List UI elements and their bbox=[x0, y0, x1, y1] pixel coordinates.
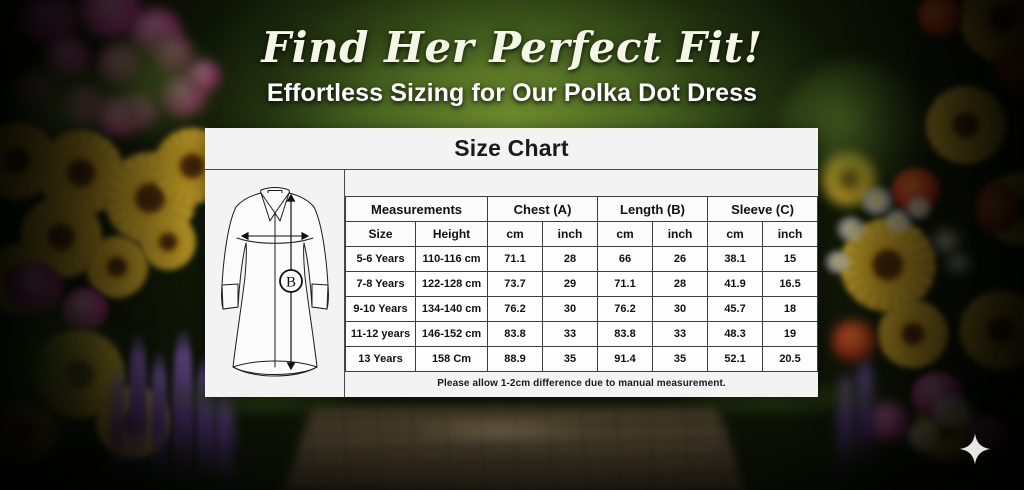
cell-chest-cm: 88.9 bbox=[487, 346, 544, 372]
cell-size: 5-6 Years bbox=[345, 246, 416, 272]
sub-header-chest-in: inch bbox=[542, 221, 599, 247]
length-marker-circle bbox=[278, 269, 303, 293]
table-row: 9-10 Years 134-140 cm 76.2 30 76.2 30 45… bbox=[345, 296, 819, 322]
sub-header-length-in: inch bbox=[652, 221, 709, 247]
cell-length-cm: 91.4 bbox=[597, 346, 654, 372]
group-header-chest: Chest (A) bbox=[487, 196, 599, 222]
cell-length-in: 30 bbox=[652, 296, 709, 322]
sub-header-length-cm: cm bbox=[597, 221, 654, 247]
table-sub-header-row: Size Height cm inch cm inch cm inch bbox=[345, 221, 819, 247]
table-row: 11-12 years 146-152 cm 83.8 33 83.8 33 4… bbox=[345, 321, 819, 347]
cell-size: 13 Years bbox=[345, 346, 416, 372]
cell-chest-cm: 71.1 bbox=[487, 246, 544, 272]
cell-height: 134-140 cm bbox=[414, 296, 489, 322]
sub-header-size: Size bbox=[345, 221, 416, 247]
measurement-disclaimer: Please allow 1-2cm difference due to man… bbox=[437, 378, 726, 389]
table-row: 7-8 Years 122-128 cm 73.7 29 71.1 28 41.… bbox=[345, 271, 819, 297]
cell-chest-in: 28 bbox=[542, 246, 599, 272]
group-header-measurements: Measurements bbox=[344, 196, 489, 222]
cell-chest-cm: 83.8 bbox=[487, 321, 544, 347]
cell-sleeve-cm: 48.3 bbox=[707, 321, 764, 347]
cell-sleeve-in: 19 bbox=[762, 321, 819, 347]
panel-title: Size Chart bbox=[205, 128, 818, 170]
headline-script-line: Find Her Perfect Fit! bbox=[261, 23, 763, 72]
sub-header-height: Height bbox=[414, 221, 489, 247]
cell-chest-in: 30 bbox=[542, 296, 599, 322]
size-table-area: Measurements Chest (A) Length (B) Sleeve… bbox=[344, 170, 819, 397]
cell-size: 7-8 Years bbox=[345, 271, 416, 297]
headline-subtitle: Effortless Sizing for Our Polka Dot Dres… bbox=[266, 79, 758, 107]
sub-header-sleeve-cm: cm bbox=[707, 221, 764, 247]
cell-height: 122-128 cm bbox=[414, 271, 489, 297]
cell-sleeve-in: 15 bbox=[762, 246, 819, 272]
cell-sleeve-cm: 38.1 bbox=[707, 246, 764, 272]
cell-chest-in: 35 bbox=[542, 346, 599, 372]
cell-sleeve-cm: 41.9 bbox=[707, 271, 764, 297]
cell-length-cm: 76.2 bbox=[597, 296, 654, 322]
cell-length-in: 33 bbox=[652, 321, 709, 347]
cell-length-in: 26 bbox=[652, 246, 709, 272]
sub-header-chest-cm: cm bbox=[487, 221, 544, 247]
cell-height: 110-116 cm bbox=[414, 246, 489, 272]
cell-sleeve-in: 18 bbox=[762, 296, 819, 322]
table-row: 13 Years 158 Cm 88.9 35 91.4 35 52.1 20.… bbox=[345, 346, 819, 372]
cell-length-in: 28 bbox=[652, 271, 709, 297]
group-header-sleeve: Sleeve (C) bbox=[707, 196, 819, 222]
cell-sleeve-in: 20.5 bbox=[762, 346, 819, 372]
cell-length-cm: 66 bbox=[597, 246, 654, 272]
table-row: 5-6 Years 110-116 cm 71.1 28 66 26 38.1 … bbox=[345, 246, 819, 272]
sparkle-star-icon bbox=[959, 433, 991, 465]
headline-block: Find Her Perfect Fit! Effortless Sizing … bbox=[0, 24, 1024, 108]
table-group-header-row: Measurements Chest (A) Length (B) Sleeve… bbox=[344, 196, 819, 222]
table-top-spacer bbox=[345, 170, 818, 196]
panel-body: B Measurements Chest (A) bbox=[205, 170, 819, 397]
cell-size: 9-10 Years bbox=[345, 296, 416, 322]
cell-sleeve-cm: 52.1 bbox=[707, 346, 764, 372]
group-header-length: Length (B) bbox=[597, 196, 709, 222]
size-chart-table: Measurements Chest (A) Length (B) Sleeve… bbox=[344, 196, 819, 372]
length-marker-label: B bbox=[285, 275, 295, 291]
cell-height: 146-152 cm bbox=[414, 321, 489, 347]
cell-length-in: 35 bbox=[652, 346, 709, 372]
cell-chest-in: 29 bbox=[542, 271, 599, 297]
size-chart-panel: Size Chart bbox=[205, 128, 819, 397]
cell-sleeve-in: 16.5 bbox=[762, 271, 819, 297]
cell-chest-cm: 73.7 bbox=[487, 271, 544, 297]
cell-size: 11-12 years bbox=[345, 321, 416, 347]
cell-chest-in: 33 bbox=[542, 321, 599, 347]
cell-length-cm: 83.8 bbox=[597, 321, 654, 347]
sub-header-sleeve-in: inch bbox=[762, 221, 819, 247]
cell-chest-cm: 76.2 bbox=[487, 296, 544, 322]
dress-illustration-box: B bbox=[205, 170, 345, 397]
cell-length-cm: 71.1 bbox=[597, 271, 654, 297]
dress-line-drawing-icon: B bbox=[220, 187, 329, 377]
cell-height: 158 Cm bbox=[414, 346, 489, 372]
cell-sleeve-cm: 45.7 bbox=[707, 296, 764, 322]
